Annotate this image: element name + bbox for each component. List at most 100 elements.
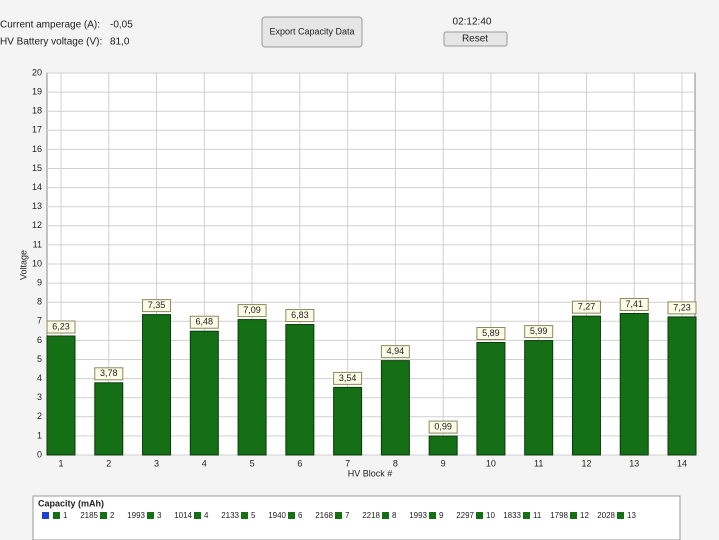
bar: [189, 330, 219, 456]
value-label-box: [667, 301, 697, 315]
reset-button[interactable]: [443, 31, 508, 47]
y-tick-label: 0: [37, 449, 42, 459]
value-label-box: [189, 315, 219, 329]
legend-name: 10: [486, 511, 495, 520]
legend-name: 5: [251, 511, 256, 520]
y-tick-label: 11: [33, 239, 42, 249]
x-tick-label: 11: [534, 458, 543, 468]
x-tick-label: 10: [486, 458, 496, 468]
legend-value: 1014: [174, 511, 192, 520]
bar: [237, 319, 267, 456]
y-tick-label: 18: [32, 106, 42, 116]
x-tick-label: 5: [250, 458, 255, 468]
y-tick-label: 5: [37, 354, 42, 364]
legend-name: 6: [298, 511, 303, 520]
value-label: 5,89: [482, 328, 500, 338]
value-label: 7,41: [625, 299, 643, 309]
value-label-box: [237, 304, 267, 318]
legend-value: 1993: [127, 511, 145, 520]
legend-title: Capacity (mAh): [38, 498, 104, 508]
legend-value: 1798: [550, 511, 568, 520]
legend-value: 2028: [597, 511, 615, 520]
bar: [285, 324, 315, 456]
bar: [380, 360, 410, 456]
legend-value: 1940: [268, 511, 286, 520]
legend-name: 12: [580, 511, 589, 520]
value-label-box: [333, 371, 363, 385]
bar: [46, 335, 76, 456]
legend-swatch: [147, 512, 154, 519]
y-tick-label: 9: [37, 277, 42, 287]
value-label-box: [619, 297, 649, 311]
export-button[interactable]: [261, 16, 363, 48]
legend-value: 1993: [409, 511, 427, 520]
y-tick-label: 8: [37, 297, 42, 307]
x-tick-label: 6: [297, 458, 302, 468]
value-label-box: [428, 420, 458, 434]
x-tick-label: 2: [106, 458, 111, 468]
bar: [142, 314, 172, 456]
y-tick-label: 4: [37, 373, 42, 383]
bar: [94, 382, 124, 456]
legend-name: 2: [110, 511, 115, 520]
y-tick-label: 6: [37, 335, 42, 345]
value-label-box: [380, 345, 410, 359]
legend-name: 4: [204, 511, 209, 520]
x-tick-label: 7: [345, 458, 350, 468]
legend-swatch: [42, 512, 49, 519]
value-label: 5,99: [530, 326, 548, 336]
value-label-box: [94, 367, 124, 381]
value-label-box: [46, 320, 76, 334]
bar: [524, 340, 554, 456]
export-button-label[interactable]: Export Capacity Data: [269, 26, 354, 36]
legend-swatch: [194, 512, 201, 519]
legend-swatch: [100, 512, 107, 519]
x-tick-label: 4: [202, 458, 207, 468]
y-axis-label: Voltage: [18, 250, 28, 280]
value-label: 7,09: [243, 305, 261, 315]
x-tick-label: 1: [58, 458, 63, 468]
bar: [476, 342, 506, 456]
legend-swatch: [335, 512, 342, 519]
x-tick-label: 13: [629, 458, 639, 468]
y-tick-label: 17: [32, 125, 42, 135]
legend-value: 1833: [503, 511, 521, 520]
bar: [619, 312, 649, 456]
legend-value: 2185: [80, 511, 98, 520]
value-label-box: [571, 300, 601, 314]
legend-swatch: [241, 512, 248, 519]
y-tick-label: 12: [32, 220, 42, 230]
legend-name: 1: [63, 511, 68, 520]
value-label-box: [476, 327, 506, 341]
legend-value: 2133: [221, 511, 239, 520]
amperage-value: -0,05: [110, 20, 133, 31]
y-tick-label: 19: [32, 86, 42, 96]
reset-button-label[interactable]: Reset: [462, 34, 488, 45]
x-tick-label: 3: [154, 458, 159, 468]
y-tick-label: 3: [37, 392, 42, 402]
y-tick-label: 15: [32, 163, 42, 173]
legend-swatch: [53, 512, 60, 519]
value-label: 7,27: [578, 302, 596, 312]
legend-swatch: [523, 512, 530, 519]
legend-swatch: [429, 512, 436, 519]
value-label: 3,78: [100, 368, 118, 378]
legend-swatch: [570, 512, 577, 519]
legend-value: 2218: [362, 511, 380, 520]
value-label: 0,99: [434, 421, 452, 431]
y-tick-label: 14: [32, 182, 42, 192]
value-label: 7,23: [673, 302, 691, 312]
y-tick-label: 16: [32, 144, 42, 154]
bar: [333, 386, 363, 456]
x-tick-label: 14: [677, 458, 687, 468]
bar: [428, 435, 458, 456]
y-tick-label: 13: [32, 201, 42, 211]
legend-value: 2297: [456, 511, 474, 520]
voltage-label: HV Battery voltage (V):: [0, 37, 102, 48]
bar: [667, 316, 697, 456]
legend-swatch: [382, 512, 389, 519]
legend-name: 9: [439, 511, 444, 520]
x-tick-label: 9: [441, 458, 446, 468]
legend-name: 7: [345, 511, 350, 520]
